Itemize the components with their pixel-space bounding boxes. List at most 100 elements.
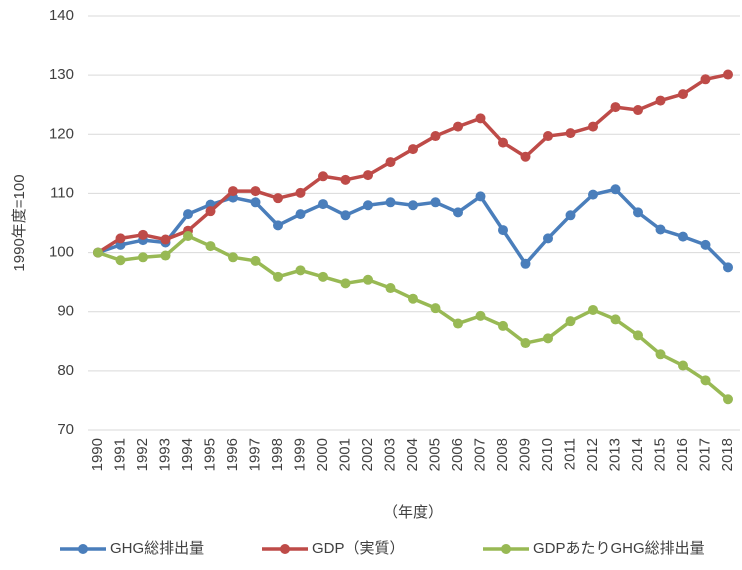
series-line (97, 72, 729, 255)
data-point (273, 220, 283, 231)
data-point (655, 95, 666, 106)
data-point (93, 247, 103, 258)
data-point (228, 186, 238, 197)
x-tick-label: 2016 (674, 438, 691, 471)
data-point (430, 131, 441, 142)
data-point (498, 137, 508, 148)
x-tick-label: 2000 (314, 438, 331, 471)
data-point (273, 271, 283, 282)
y-tick-label: 80 (57, 362, 74, 379)
x-tick-label: 1996 (224, 438, 241, 471)
data-point (633, 105, 643, 116)
data-point (610, 184, 621, 195)
x-tick-label: 2002 (359, 438, 376, 471)
data-point (723, 69, 733, 80)
data-point (430, 303, 441, 314)
data-point (700, 375, 711, 386)
data-point (588, 121, 598, 132)
data-point (498, 320, 508, 331)
data-point (678, 360, 688, 371)
data-point (520, 151, 531, 162)
data-point (385, 197, 396, 208)
data-point (295, 209, 306, 220)
data-point (408, 144, 418, 155)
data-point (363, 170, 373, 181)
data-point (385, 283, 396, 294)
data-point (475, 113, 486, 124)
x-tick-label: 1994 (179, 438, 196, 471)
legend-marker (501, 544, 511, 554)
x-tick-label: 1998 (269, 438, 286, 471)
data-point (520, 338, 531, 349)
x-tick-label: 1991 (111, 438, 128, 471)
data-point (655, 224, 666, 235)
x-tick-label: 2007 (471, 438, 488, 471)
x-tick-label: 2006 (449, 438, 466, 471)
data-point (498, 225, 508, 236)
data-point (610, 314, 621, 325)
data-point (543, 333, 553, 344)
x-tick-label: 1990 (89, 438, 106, 471)
x-tick-label: 2008 (494, 438, 511, 471)
data-point (520, 258, 531, 269)
data-point (318, 199, 328, 210)
data-point (700, 239, 711, 250)
legend-marker (78, 544, 88, 554)
series-line (97, 234, 730, 401)
data-point (340, 174, 351, 185)
legend-label: GHG総排出量 (110, 540, 204, 557)
data-point (250, 197, 261, 208)
data-point (408, 200, 418, 211)
x-tick-label: 1993 (156, 438, 173, 471)
data-point (565, 128, 576, 139)
data-point (363, 200, 373, 211)
y-tick-label: 90 (57, 303, 74, 320)
legend-item: GDP（実質） (262, 539, 405, 557)
data-point (205, 241, 216, 252)
data-point (295, 187, 306, 198)
data-point (115, 233, 126, 244)
data-point (430, 197, 441, 208)
legend-label: GDPあたりGHG総排出量 (533, 540, 705, 557)
data-point (318, 271, 328, 282)
data-point (588, 304, 598, 315)
x-tick-label: 1992 (134, 438, 151, 471)
data-point (678, 89, 688, 100)
x-tick-label: 2001 (336, 438, 353, 471)
x-tick-label: 2003 (381, 438, 398, 471)
data-point (543, 131, 553, 142)
y-tick-label: 140 (49, 7, 74, 24)
data-point (318, 171, 328, 182)
data-point (273, 193, 283, 204)
data-point (340, 210, 351, 221)
data-point (205, 206, 216, 217)
y-tick-label: 70 (57, 421, 74, 438)
data-point (633, 207, 643, 218)
data-point (115, 255, 126, 266)
data-point (543, 233, 553, 244)
x-tick-label: 2015 (651, 438, 668, 471)
y-tick-label: 130 (49, 66, 74, 83)
x-tick-label: 2014 (629, 438, 646, 471)
x-tick-label: 2011 (561, 438, 578, 470)
data-point (160, 250, 171, 261)
legend-marker (280, 544, 290, 554)
data-point (655, 349, 666, 360)
x-tick-label: 2004 (404, 438, 421, 471)
data-point (228, 252, 238, 263)
data-point (475, 310, 486, 321)
y-axis-title: 1990年度=100 (11, 174, 28, 271)
data-point (453, 121, 463, 132)
data-point (408, 293, 418, 304)
data-point (183, 231, 193, 242)
data-point (183, 209, 193, 220)
x-tick-label: 1995 (201, 438, 218, 471)
x-tick-label: 1999 (291, 438, 308, 471)
x-axis-title: （年度） (383, 504, 443, 521)
data-point (340, 278, 351, 289)
data-point (295, 265, 306, 276)
x-tick-label: 2012 (584, 438, 601, 471)
y-tick-label: 120 (49, 125, 74, 142)
x-tick-label: 2013 (606, 438, 623, 471)
